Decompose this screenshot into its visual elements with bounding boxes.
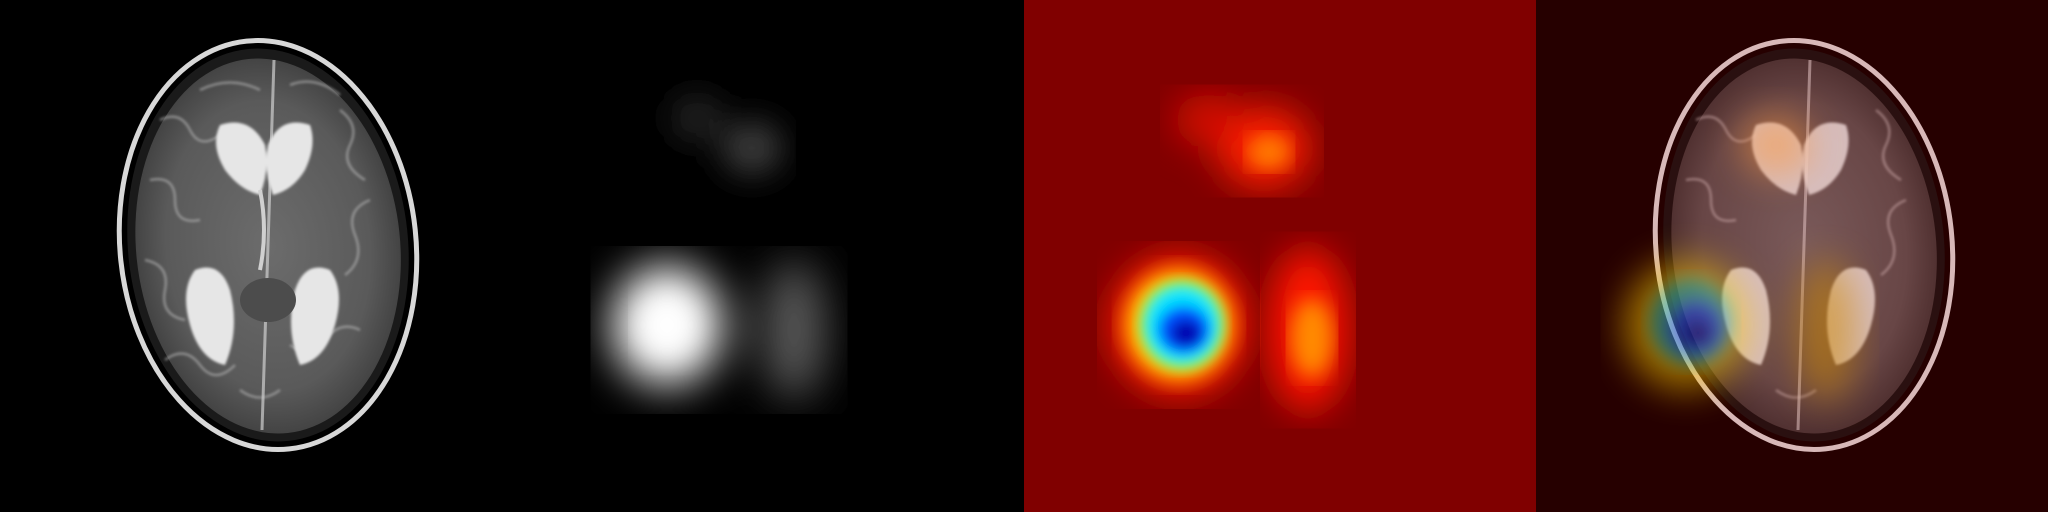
mri-slice-panel bbox=[0, 0, 512, 512]
saliency-map-image bbox=[512, 0, 1024, 512]
mri-slice-image bbox=[0, 0, 512, 512]
saliency-map-panel bbox=[512, 0, 1024, 512]
overlay-panel bbox=[1536, 0, 2048, 512]
overlay-image bbox=[1536, 0, 2048, 512]
heatmap-image bbox=[1024, 0, 1536, 512]
heatmap-panel bbox=[1024, 0, 1536, 512]
